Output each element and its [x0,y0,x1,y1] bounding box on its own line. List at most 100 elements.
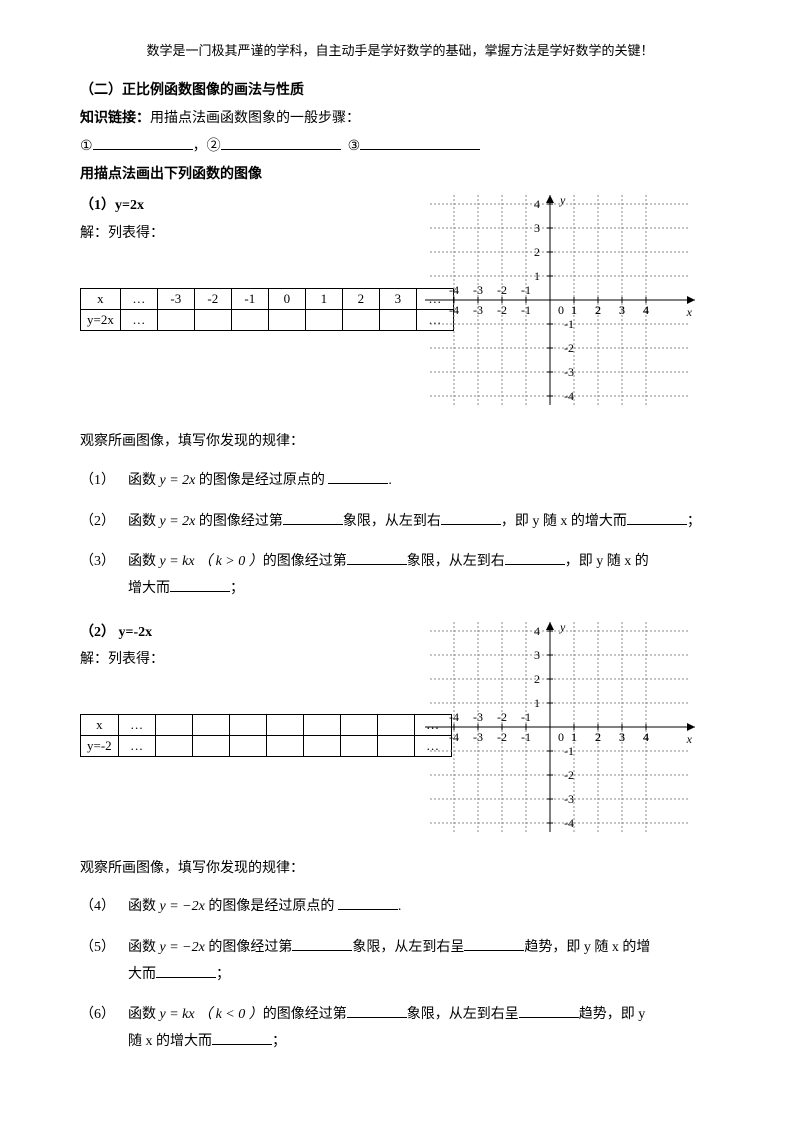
table-cell: … [120,309,157,330]
svg-text:3: 3 [619,303,625,317]
step-1: ① [80,139,93,154]
svg-text:3: 3 [534,221,540,235]
svg-text:4: 4 [643,730,649,744]
obs-number: （2） [80,509,128,536]
part2-heading: （2） y=-2x [80,621,400,645]
svg-text:0: 0 [558,730,564,744]
table-cell [157,309,194,330]
table-cell [377,736,414,757]
svg-text:2: 2 [595,303,601,317]
table-cell [194,309,231,330]
table-cell [377,715,414,736]
table-cell: … [120,288,157,309]
observation-item: （6）函数 y = kx （ k < 0 ）的图像经过第象限，从左到右呈趋势，即… [80,1002,720,1055]
table-cell: 0 [268,288,305,309]
svg-text:-3: -3 [473,303,483,317]
table-cell [342,309,379,330]
svg-text:4: 4 [643,303,649,317]
obs-text: 函数 y = kx （ k > 0 ）的图像经过第象限，从左到右，即 y 随 x… [128,549,720,602]
obs-number: （3） [80,549,128,602]
step-3: ③ [348,139,361,154]
svg-text:-4: -4 [449,283,459,297]
step-2: ② [207,139,221,154]
table-cell [340,736,377,757]
svg-text:3: 3 [619,730,625,744]
knowledge-line: 知识链接：用描点法画函数图象的一般步骤： [80,107,720,131]
table-cell: y=-2 [81,736,119,757]
svg-text:x: x [686,732,693,746]
svg-text:1: 1 [534,269,540,283]
table-2: x…… y=-2… … [80,714,452,757]
svg-text:-2: -2 [497,303,507,317]
obs-number: （6） [80,1002,128,1055]
svg-text:3: 3 [534,648,540,662]
table-cell: y=2x [81,309,121,330]
table-cell [340,715,377,736]
observe-intro-1: 观察所画图像，填写你发现的规律： [80,430,720,454]
svg-text:4: 4 [534,197,540,211]
table-cell [231,309,268,330]
table-cell: -2 [194,288,231,309]
graph-1: -4-3-2-11234-4-3-2-11234-4-3-2-112340xy [420,190,700,410]
table-cell [155,715,192,736]
table-cell [303,715,340,736]
svg-text:2: 2 [534,672,540,686]
table-cell [155,736,192,757]
obs-text: 函数 y = −2x 的图像经过第象限，从左到右呈趋势，即 y 随 x 的增大而… [128,935,720,988]
obs-text: 函数 y = kx （ k < 0 ）的图像经过第象限，从左到右呈趋势，即 y随… [128,1002,720,1055]
svg-text:-4: -4 [564,816,574,830]
table-cell: x [81,288,121,309]
table-cell [192,736,229,757]
svg-text:-1: -1 [564,317,574,331]
obs-number: （1） [80,468,128,495]
obs-text: 函数 y = −2x 的图像是经过原点的 . [128,894,720,921]
page-header: 数学是一门极其严谨的学科，自主动手是学好数学的基础，掌握方法是学好数学的关键！ [80,40,720,59]
table-cell [229,736,266,757]
knowledge-label: 知识链接： [80,111,150,126]
blank-step2 [221,135,341,150]
table-cell [266,715,303,736]
table-cell: … [118,715,155,736]
knowledge-text: 用描点法画函数图象的一般步骤： [150,111,360,126]
svg-text:x: x [686,305,693,319]
part1-solve: 解：列表得： [80,222,400,246]
svg-text:1: 1 [571,730,577,744]
svg-text:-4: -4 [449,303,459,317]
svg-text:-3: -3 [564,792,574,806]
svg-text:-2: -2 [497,283,507,297]
obs-text: 函数 y = 2x 的图像经过第象限，从左到右，即 y 随 x 的增大而； [128,509,720,536]
table-cell [268,309,305,330]
table-cell: 1 [305,288,342,309]
table-1: x…-3-2-10123… y=2x… … [80,288,454,331]
table-cell [379,309,416,330]
part1-heading: （1）y=2x [80,194,400,218]
graph-2: -4-3-2-11234-4-3-2-11234-4-3-2-112340xy [420,617,700,837]
table-cell [303,736,340,757]
svg-text:-1: -1 [521,710,531,724]
svg-text:-1: -1 [521,730,531,744]
draw-title: 用描点法画出下列函数的图像 [80,163,720,187]
obs-number: （5） [80,935,128,988]
svg-text:-1: -1 [521,283,531,297]
svg-text:-4: -4 [564,389,574,403]
svg-text:-2: -2 [497,730,507,744]
table-cell [266,736,303,757]
svg-text:-3: -3 [473,730,483,744]
table-cell: 3 [379,288,416,309]
table-cell [229,715,266,736]
table-cell [192,715,229,736]
svg-text:y: y [559,193,566,207]
svg-text:1: 1 [534,696,540,710]
svg-text:y: y [559,620,566,634]
section-title: （二）正比例函数图像的画法与性质 [80,79,720,99]
svg-text:-1: -1 [564,744,574,758]
svg-text:4: 4 [534,624,540,638]
table-cell: … [118,736,155,757]
svg-text:2: 2 [595,730,601,744]
svg-text:2: 2 [534,245,540,259]
part2-solve: 解：列表得： [80,648,400,672]
observe-intro-2: 观察所画图像，填写你发现的规律： [80,857,720,881]
svg-text:-3: -3 [564,365,574,379]
obs-number: （4） [80,894,128,921]
svg-text:-2: -2 [497,710,507,724]
